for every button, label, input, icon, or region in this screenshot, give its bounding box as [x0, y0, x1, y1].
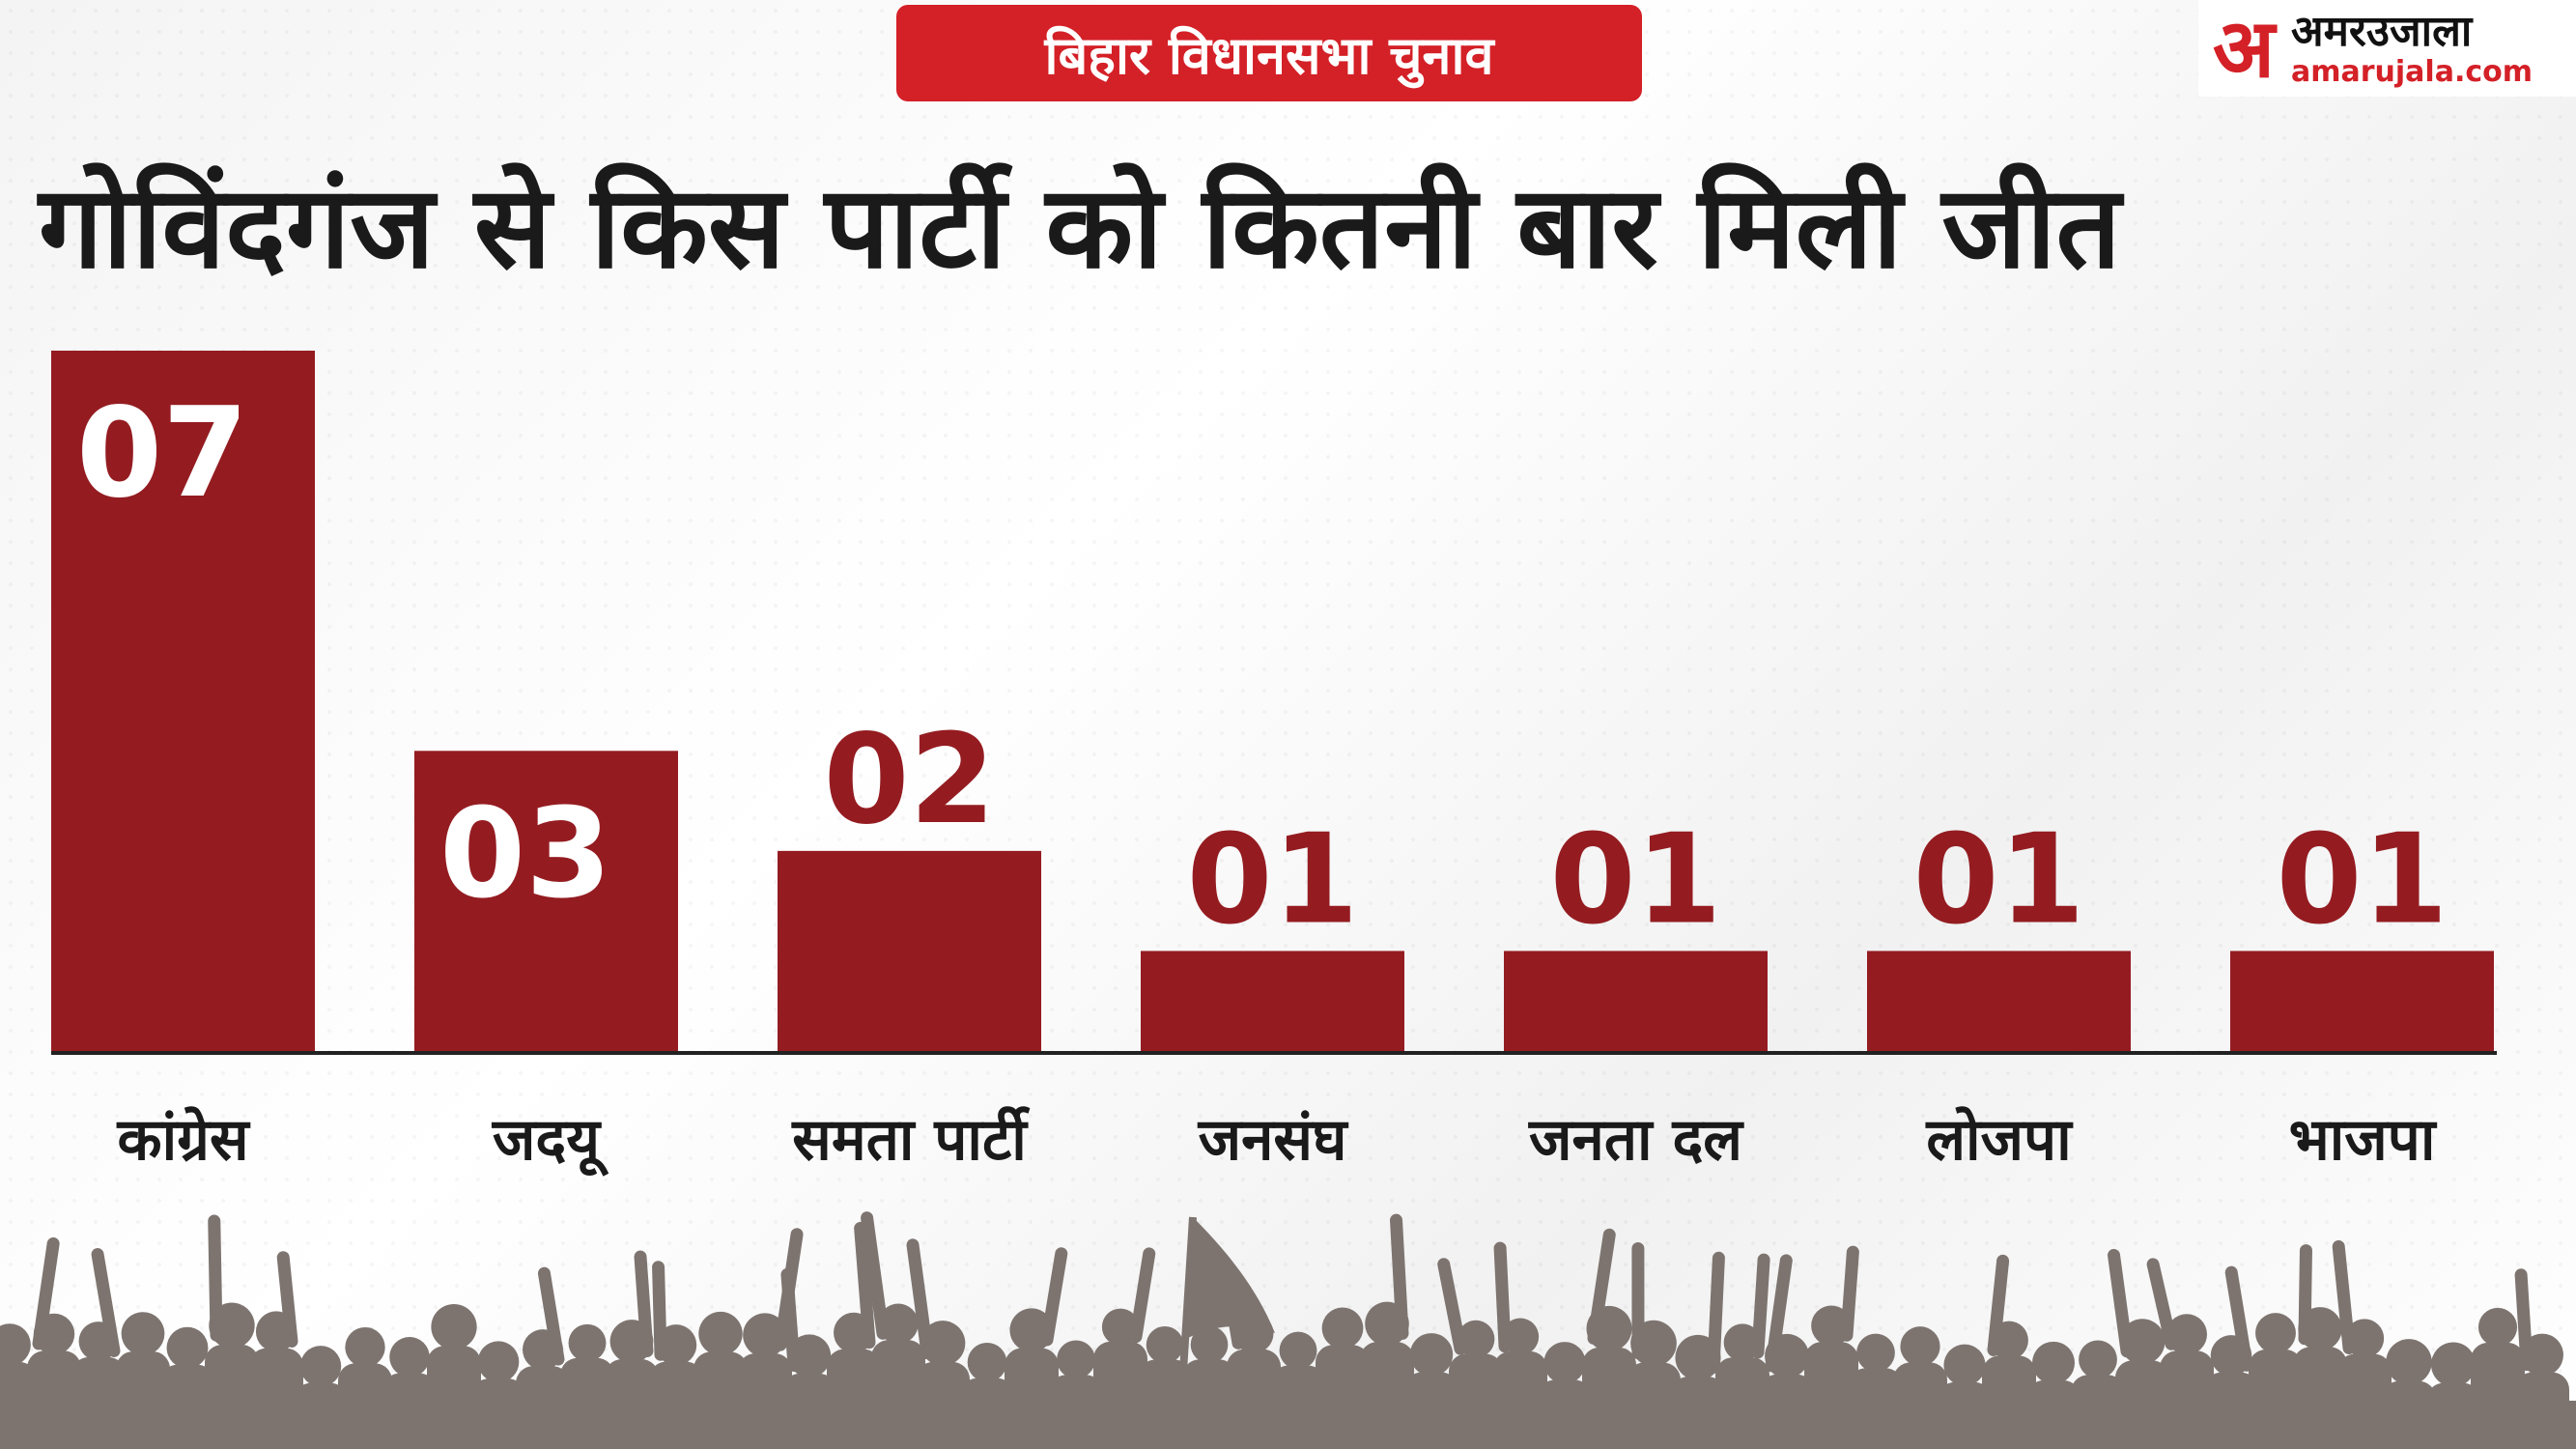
- bar-3: [778, 850, 1041, 1051]
- value-label-2: 03: [439, 781, 611, 925]
- category-label-3: समता पार्टी: [791, 1106, 1031, 1174]
- category-label-1: कांग्रेस: [116, 1106, 250, 1174]
- bar-2: [414, 751, 678, 1051]
- chart-title: गोविंदगंज से किस पार्टी को कितनी बार मिल…: [39, 160, 2121, 294]
- category-label-7: भाजपा: [2289, 1106, 2438, 1174]
- logo-url: amarujala.com: [2291, 55, 2534, 89]
- category-label-2: जदयू: [492, 1106, 609, 1177]
- category-label-5: जनता दल: [1528, 1106, 1744, 1174]
- category-label-4: जनसंघ: [1198, 1106, 1349, 1174]
- logo-name: अमरउजाला: [2291, 7, 2473, 56]
- bar-7: [2230, 951, 2494, 1051]
- value-label-3: 02: [823, 708, 995, 852]
- logo-mark: अ: [2212, 0, 2276, 96]
- bar-1: [51, 351, 315, 1051]
- bar-5: [1504, 951, 1768, 1051]
- brand-logo[interactable]: अ अमरउजाला amarujala.com: [2198, 0, 2576, 97]
- bar-6: [1867, 951, 2131, 1051]
- crowd-silhouette: [0, 1211, 2576, 1449]
- election-tag: बिहार विधानसभा चुनाव: [896, 5, 1642, 101]
- value-label-7: 01: [2276, 808, 2448, 952]
- value-label-4: 01: [1186, 808, 1358, 952]
- bar-4: [1141, 951, 1404, 1051]
- value-label-1: 07: [76, 382, 248, 526]
- value-label-5: 01: [1549, 808, 1721, 952]
- category-label-6: लोजपा: [1925, 1106, 2074, 1174]
- value-label-6: 01: [1912, 808, 2084, 952]
